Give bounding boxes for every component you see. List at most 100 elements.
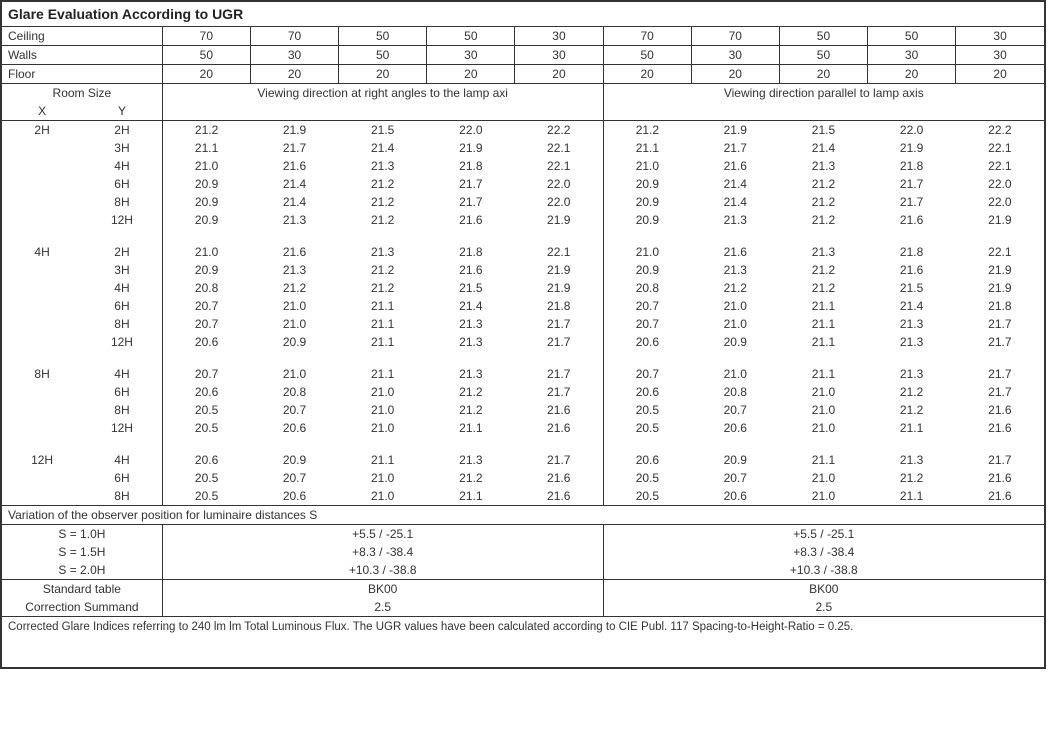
reflectance-ceiling-9: 30 [956, 27, 1044, 46]
val-r-4H-6H-3: 21.4 [427, 297, 515, 315]
val-r-2H-4H-3: 21.8 [427, 157, 515, 175]
val-r-4H-2H-4: 22.1 [515, 243, 603, 261]
val-r-8H-12H-4: 21.6 [515, 419, 603, 437]
val-r-2H-12H-1: 21.3 [250, 211, 338, 229]
val-r-2H-3H-4: 22.1 [515, 139, 603, 157]
val-p-8H-4H-1: 21.0 [691, 365, 779, 383]
val-p-8H-8H-3: 21.2 [868, 401, 956, 419]
val-p-8H-12H-4: 21.6 [956, 419, 1044, 437]
val-p-4H-3H-2: 21.2 [779, 261, 867, 279]
val-p-12H-6H-2: 21.0 [779, 469, 867, 487]
val-r-2H-2H-0: 21.2 [162, 121, 250, 140]
val-p-8H-12H-2: 21.0 [779, 419, 867, 437]
variation-p-0: +5.5 / -25.1 [603, 525, 1044, 544]
val-p-4H-2H-3: 21.8 [868, 243, 956, 261]
standard-label-0: Standard table [2, 580, 162, 599]
val-p-4H-8H-4: 21.7 [956, 315, 1044, 333]
val-p-4H-4H-1: 21.2 [691, 279, 779, 297]
val-r-12H-4H-4: 21.7 [515, 451, 603, 469]
view-header-parallel: Viewing direction parallel to lamp axis [603, 84, 1044, 103]
val-p-2H-8H-2: 21.2 [779, 193, 867, 211]
val-r-8H-6H-2: 21.0 [339, 383, 427, 401]
reflectance-walls-6: 30 [691, 46, 779, 65]
variation-r-1: +8.3 / -38.4 [162, 543, 603, 561]
x-2H [2, 157, 82, 175]
y-2H-12H: 12H [82, 211, 162, 229]
val-r-12H-8H-4: 21.6 [515, 487, 603, 506]
val-p-2H-3H-4: 22.1 [956, 139, 1044, 157]
val-p-4H-6H-1: 21.0 [691, 297, 779, 315]
val-p-8H-8H-4: 21.6 [956, 401, 1044, 419]
y-12H-8H: 8H [82, 487, 162, 506]
val-r-4H-4H-3: 21.5 [427, 279, 515, 297]
y-8H-8H: 8H [82, 401, 162, 419]
y-2H-3H: 3H [82, 139, 162, 157]
reflectance-floor-8: 20 [868, 65, 956, 84]
room-size-label: Room Size [2, 84, 162, 103]
val-r-4H-4H-0: 20.8 [162, 279, 250, 297]
sheet-title: Glare Evaluation According to UGR [2, 2, 1044, 27]
val-r-12H-6H-2: 21.0 [339, 469, 427, 487]
val-p-2H-2H-2: 21.5 [779, 121, 867, 140]
val-p-12H-4H-4: 21.7 [956, 451, 1044, 469]
reflectance-ceiling-3: 50 [427, 27, 515, 46]
val-p-12H-6H-1: 20.7 [691, 469, 779, 487]
val-r-2H-2H-3: 22.0 [427, 121, 515, 140]
val-r-2H-3H-3: 21.9 [427, 139, 515, 157]
variation-title: Variation of the observer position for l… [2, 506, 1044, 525]
val-r-4H-8H-0: 20.7 [162, 315, 250, 333]
x-label: X [2, 102, 82, 121]
val-p-12H-8H-1: 20.6 [691, 487, 779, 506]
standard-p-0: BK00 [603, 580, 1044, 599]
y-2H-8H: 8H [82, 193, 162, 211]
y-4H-2H: 2H [82, 243, 162, 261]
val-p-4H-8H-0: 20.7 [603, 315, 691, 333]
val-r-2H-8H-4: 22.0 [515, 193, 603, 211]
val-p-8H-4H-0: 20.7 [603, 365, 691, 383]
reflectance-walls-3: 30 [427, 46, 515, 65]
val-r-4H-2H-1: 21.6 [250, 243, 338, 261]
reflectance-floor-7: 20 [779, 65, 867, 84]
y-8H-12H: 12H [82, 419, 162, 437]
val-p-8H-6H-2: 21.0 [779, 383, 867, 401]
val-r-2H-6H-0: 20.9 [162, 175, 250, 193]
val-p-8H-6H-0: 20.6 [603, 383, 691, 401]
reflectance-ceiling-2: 50 [339, 27, 427, 46]
val-r-2H-2H-4: 22.2 [515, 121, 603, 140]
val-r-8H-12H-1: 20.6 [250, 419, 338, 437]
val-p-2H-4H-4: 22.1 [956, 157, 1044, 175]
val-r-8H-4H-2: 21.1 [339, 365, 427, 383]
val-r-12H-6H-3: 21.2 [427, 469, 515, 487]
val-p-8H-4H-2: 21.1 [779, 365, 867, 383]
val-p-12H-4H-1: 20.9 [691, 451, 779, 469]
val-p-2H-4H-2: 21.3 [779, 157, 867, 175]
reflectance-floor-2: 20 [339, 65, 427, 84]
val-p-12H-8H-0: 20.5 [603, 487, 691, 506]
val-p-2H-2H-3: 22.0 [868, 121, 956, 140]
val-p-4H-12H-1: 20.9 [691, 333, 779, 351]
y-8H-4H: 4H [82, 365, 162, 383]
val-p-4H-4H-0: 20.8 [603, 279, 691, 297]
val-r-12H-4H-1: 20.9 [250, 451, 338, 469]
y-2H-6H: 6H [82, 175, 162, 193]
val-r-8H-6H-1: 20.8 [250, 383, 338, 401]
val-r-8H-6H-0: 20.6 [162, 383, 250, 401]
val-p-2H-8H-0: 20.9 [603, 193, 691, 211]
reflectance-label-floor: Floor [2, 65, 162, 84]
reflectance-ceiling-7: 50 [779, 27, 867, 46]
y-12H-6H: 6H [82, 469, 162, 487]
val-r-12H-8H-3: 21.1 [427, 487, 515, 506]
reflectance-walls-2: 50 [339, 46, 427, 65]
val-r-2H-2H-1: 21.9 [250, 121, 338, 140]
val-r-8H-8H-0: 20.5 [162, 401, 250, 419]
val-p-4H-6H-4: 21.8 [956, 297, 1044, 315]
val-p-8H-6H-1: 20.8 [691, 383, 779, 401]
val-r-4H-8H-4: 21.7 [515, 315, 603, 333]
val-r-2H-12H-4: 21.9 [515, 211, 603, 229]
val-r-8H-12H-0: 20.5 [162, 419, 250, 437]
val-p-4H-2H-0: 21.0 [603, 243, 691, 261]
val-p-4H-6H-2: 21.1 [779, 297, 867, 315]
reflectance-walls-1: 30 [250, 46, 338, 65]
val-p-2H-3H-1: 21.7 [691, 139, 779, 157]
val-r-2H-8H-2: 21.2 [339, 193, 427, 211]
